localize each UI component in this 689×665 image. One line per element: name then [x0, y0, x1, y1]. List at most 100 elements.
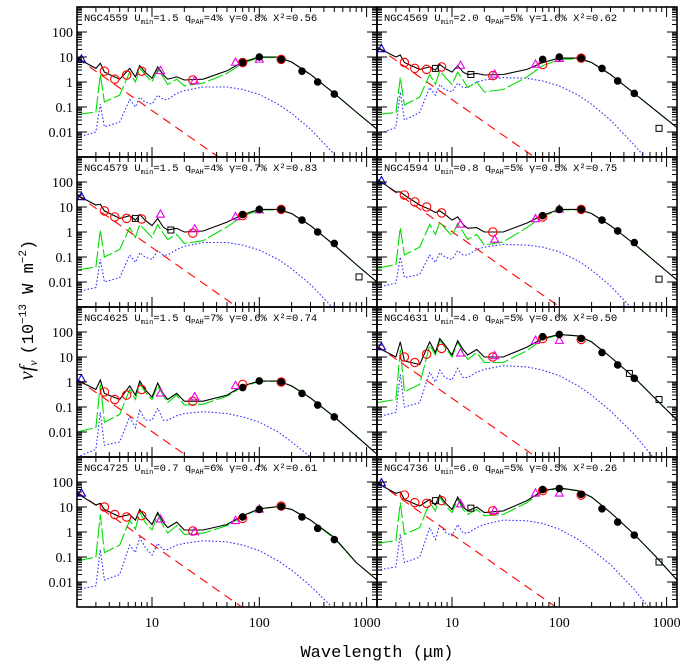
x-tick-label: 100: [549, 616, 570, 631]
umin-value: 0.8: [460, 163, 479, 175]
equals: =: [204, 313, 210, 325]
filled-circle-point: [313, 524, 322, 533]
chi2-value: 0.74: [292, 313, 317, 325]
filled-circle-point: [538, 332, 547, 341]
chi2-value: 0.26: [592, 463, 617, 475]
axis-ticks: [76, 457, 377, 608]
panel-frame: [76, 6, 378, 158]
y-tick-label: 100: [52, 326, 73, 341]
filled-circle-point: [330, 535, 339, 544]
y-title-close: ): [20, 240, 39, 250]
umin-subscript: min: [441, 169, 454, 177]
filled-circle-point: [277, 502, 286, 511]
plot-area: [377, 43, 677, 157]
open-square-point: [467, 70, 475, 78]
gamma-value: 0.5%: [542, 463, 568, 475]
qpah-label: q: [479, 163, 492, 175]
y-tick-label: 0.1: [56, 251, 74, 266]
qpah-subscript: PAH: [491, 19, 504, 27]
magenta-triangle-point: [189, 223, 200, 233]
magenta-triangle-point: [489, 233, 500, 243]
qpah-label: q: [179, 463, 192, 475]
filled-circle-point: [598, 216, 606, 224]
qpah-value: 4%: [210, 163, 223, 175]
equals: =: [504, 313, 510, 325]
open-circle-point: [436, 62, 447, 72]
qpah-label: q: [179, 13, 192, 25]
gamma-value: 0.8%: [242, 13, 268, 25]
umin-value: 2.0: [460, 13, 479, 25]
magenta-triangle-point: [455, 347, 466, 357]
y-tick-label: 1: [66, 226, 73, 241]
chi2-label: X²=: [267, 13, 292, 25]
magenta-triangle-point: [489, 505, 500, 515]
umin-subscript: min: [141, 169, 154, 177]
filled-circle-point: [613, 227, 622, 235]
filled-circle-point: [238, 513, 247, 521]
chi2-label: X²=: [567, 13, 592, 25]
panel-ngc4559: NGC4559 Umin=1.5 qPAH=4% γ=0.8% X²=0.56: [76, 6, 378, 158]
y-title-sub: ν: [26, 360, 40, 366]
plot-area: [377, 477, 677, 607]
filled-circle-point: [277, 205, 286, 214]
magenta-triangle-point: [530, 58, 541, 68]
filled-circle-point: [598, 64, 606, 73]
qpah-label: q: [479, 463, 492, 475]
x-tick-label: 10: [145, 616, 159, 631]
equals: =: [504, 163, 510, 175]
filled-circle-point: [238, 383, 247, 392]
panel-frame: [376, 306, 678, 458]
filled-circle-point: [630, 238, 639, 247]
y-tick-label: 100: [52, 26, 73, 41]
open-circle-point: [136, 510, 147, 521]
open-circle-point: [421, 64, 432, 75]
panel-grid: NGC4559 Umin=1.5 qPAH=4% γ=0.8% X²=0.56 N…: [76, 6, 678, 608]
umin-label: U: [428, 13, 441, 25]
blue-dotted-curve: [377, 519, 649, 607]
chi2-value: 0.83: [292, 163, 317, 175]
equals: =: [153, 13, 159, 25]
chi2-value: 0.50: [592, 313, 617, 325]
y-tick-label: 0.1: [56, 551, 74, 566]
gamma-label: γ=: [223, 463, 242, 475]
umin-label: U: [128, 313, 141, 325]
panel-frame: [76, 156, 378, 308]
filled-circle-point: [298, 216, 306, 224]
magenta-triangle-point: [230, 515, 241, 525]
magenta-triangle-point: [230, 56, 241, 66]
open-circle-point: [488, 227, 498, 237]
filled-circle-point: [598, 504, 606, 513]
qpah-subscript: PAH: [191, 19, 204, 27]
galaxy-name: NGC4594: [384, 163, 428, 175]
gamma-label: γ=: [223, 313, 242, 325]
open-square-point: [625, 369, 633, 377]
open-circle-point: [136, 66, 147, 76]
filled-circle-point: [277, 378, 286, 386]
filled-circle-point: [298, 513, 306, 521]
y-title-exp2: −2: [18, 250, 30, 263]
filled-circle-point: [298, 389, 306, 398]
qpah-subscript: PAH: [191, 319, 204, 327]
y-title-tail: W m: [20, 263, 39, 304]
open-circle-point: [99, 66, 110, 76]
open-circle-point: [576, 204, 586, 215]
panel-header: NGC4559 Umin=1.5 qPAH=4% γ=0.8% X²=0.56: [84, 13, 317, 27]
black-model-curve: [377, 46, 677, 129]
magenta-triangle-point: [189, 391, 200, 401]
chi2-label: X²=: [267, 163, 292, 175]
red-dashed-stellar-curve: [377, 178, 561, 307]
gamma-value: 0.4%: [242, 463, 268, 475]
y-tick-label: 100: [52, 176, 73, 191]
y-tick-label: 0.1: [56, 401, 74, 416]
equals: =: [504, 463, 510, 475]
umin-subscript: min: [441, 19, 454, 27]
blue-triangle-point: [77, 373, 87, 383]
magenta-triangle-point: [189, 75, 200, 85]
gamma-label: γ=: [523, 163, 542, 175]
galaxy-name: NGC4579: [84, 163, 128, 175]
chi2-value: 0.75: [592, 163, 617, 175]
gamma-value: 0.6%: [242, 313, 268, 325]
y-tick-label: 0.01: [49, 276, 74, 291]
axis-ticks: [376, 7, 677, 158]
magenta-triangle-point: [530, 487, 541, 497]
